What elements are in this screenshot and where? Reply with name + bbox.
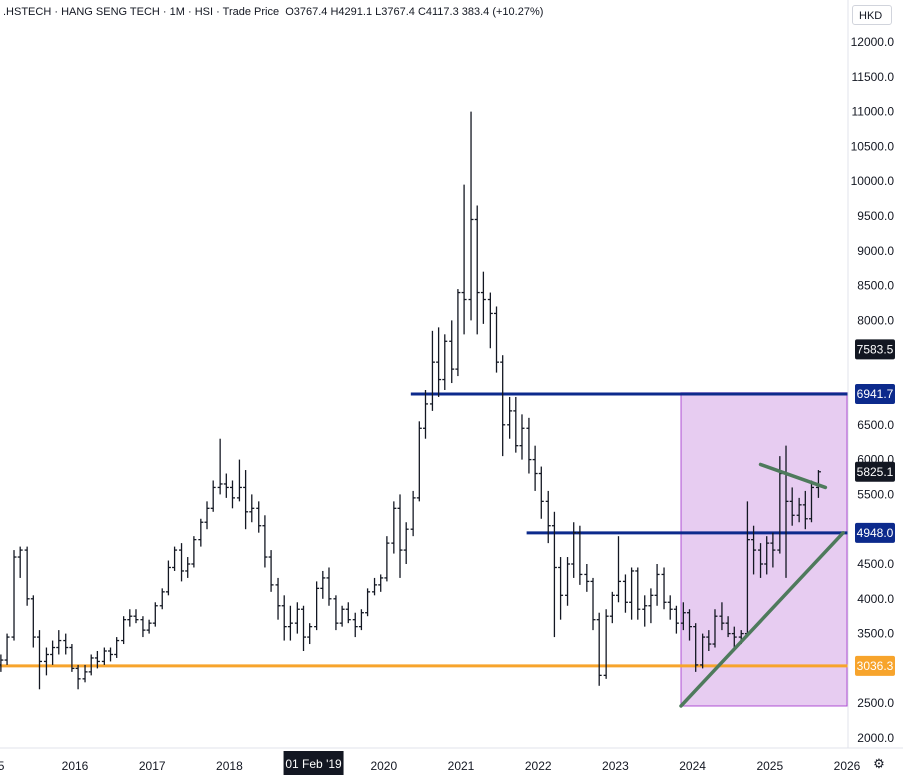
y-tick-label: 9500.0: [857, 209, 894, 223]
x-tick-label: 2023: [602, 759, 629, 773]
x-tick-label: 2020: [370, 759, 397, 773]
price-label-badge: [855, 522, 895, 543]
x-tick-label: 2016: [62, 759, 89, 773]
price-label: 6941.7: [857, 387, 894, 401]
currency-button[interactable]: HKD: [852, 5, 892, 25]
y-tick-label: 6500.0: [857, 418, 894, 432]
interval[interactable]: 1M: [169, 6, 185, 18]
x-tick-label: 15: [0, 759, 5, 773]
trend-line-1: [758, 462, 828, 490]
crosshair-date-badge: [283, 751, 344, 775]
price-label-badge: [855, 461, 895, 482]
crosshair-date-label: 01 Feb '19: [285, 757, 342, 771]
x-tick-label: 2026: [834, 759, 861, 773]
y-tick-label: 3500.0: [857, 627, 894, 641]
y-tick-label: 2500.0: [857, 696, 894, 710]
y-tick-label: 10000.0: [851, 174, 895, 188]
y-tick-label: 4000.0: [857, 592, 894, 606]
price-type: Trade Price: [222, 6, 280, 18]
trend-line-0: [679, 531, 845, 708]
price-label-badge: [855, 384, 895, 405]
y-tick-label: 10500.0: [851, 139, 895, 153]
x-tick-label: 2021: [448, 759, 475, 773]
price-label-badge: [855, 655, 895, 676]
y-tick-label: 2000.0: [857, 731, 894, 745]
x-tick-label: 2025: [756, 759, 783, 773]
y-tick-label: 5500.0: [857, 487, 894, 501]
y-tick-label: 4500.0: [857, 557, 894, 571]
price-label: 4948.0: [857, 526, 894, 540]
x-tick-label: 2018: [216, 759, 243, 773]
y-tick-label: 11500.0: [852, 70, 895, 84]
y-tick-label: 8500.0: [857, 279, 894, 293]
y-tick-label: 12000.0: [851, 35, 895, 49]
price-label: 5825.1: [857, 465, 894, 479]
x-tick-label: 2017: [139, 759, 166, 773]
price-label: 3036.3: [857, 659, 894, 673]
exchange: HSI: [194, 6, 214, 18]
ohlc-values: O3767.4 H4291.1 L3767.4 C4117.3 383.4 (+…: [285, 6, 544, 18]
symbol-name: HANG SENG TECH: [61, 6, 160, 18]
price-label-badge: [855, 339, 895, 360]
gear-icon[interactable]: ⚙: [873, 756, 885, 771]
chart-header: .HSTECH · HANG SENG TECH · 1M · HSI · Tr…: [3, 6, 544, 18]
y-tick-label: 9000.0: [857, 244, 894, 258]
price-label: 7583.5: [857, 342, 894, 356]
x-tick-label: 2024: [679, 759, 706, 773]
y-tick-label: 11000.0: [852, 105, 895, 119]
symbol[interactable]: .HSTECH: [3, 6, 52, 18]
x-tick-label: 2022: [525, 759, 552, 773]
y-tick-label: 8000.0: [857, 313, 894, 327]
highlight-rectangle: [680, 392, 848, 707]
